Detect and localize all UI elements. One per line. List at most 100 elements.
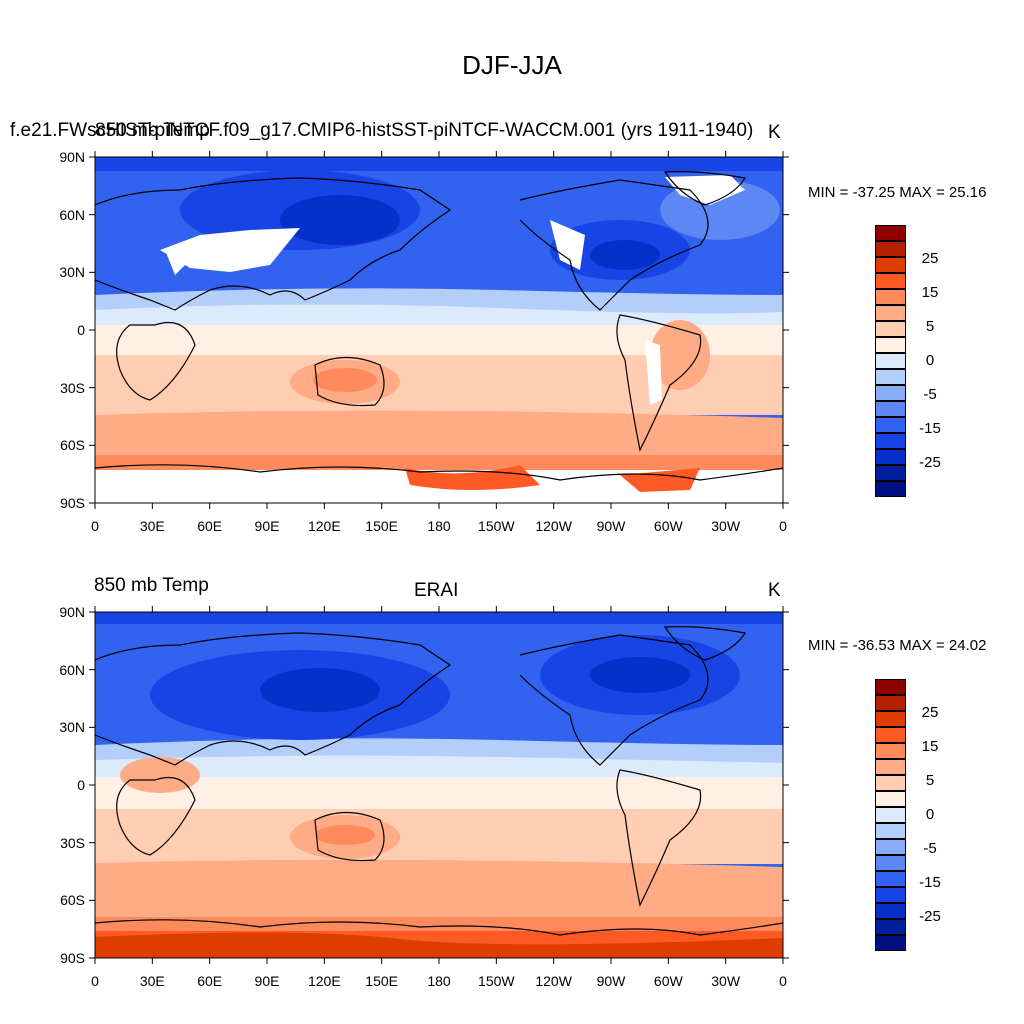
colorbar-label: 0 — [925, 806, 935, 823]
colorbar-swatch — [875, 321, 906, 337]
colorbar-swatch — [875, 225, 906, 241]
lon-tick-label: 90W — [596, 973, 626, 989]
panel2-units: K — [768, 580, 781, 601]
colorbar-label: -5 — [923, 386, 937, 403]
colorbar-label: 0 — [925, 352, 935, 369]
colorbar-swatch — [875, 743, 906, 759]
lon-tick-label: 150W — [478, 973, 515, 989]
colorbar-swatch — [875, 887, 906, 903]
panel1-map — [89, 151, 789, 509]
lon-tick-label: 0 — [779, 973, 787, 989]
colorbar-label: -15 — [919, 874, 941, 891]
lat-tick-label: 30N — [59, 719, 85, 736]
lat-tick-label: 90N — [59, 149, 85, 165]
colorbar-swatch — [875, 807, 906, 823]
colorbar-swatch — [875, 337, 906, 353]
figure-title: DJF-JJA — [462, 50, 562, 80]
colorbar-label: 25 — [921, 704, 939, 721]
colorbar-swatch — [875, 919, 906, 935]
colorbar-swatch — [875, 433, 906, 449]
panel1-coastlines — [95, 171, 783, 481]
colorbar-label: -5 — [923, 840, 937, 857]
colorbar-swatch — [875, 241, 906, 257]
colorbar-swatch — [875, 935, 906, 951]
colorbar-swatch — [875, 839, 906, 855]
lon-tick-label: 120W — [535, 518, 572, 534]
lon-tick-label: 120E — [307, 973, 341, 989]
panel1-ticks — [89, 151, 789, 509]
colorbar-swatch — [875, 871, 906, 887]
lon-tick-label: 90W — [596, 518, 626, 534]
colorbar-label: -15 — [919, 420, 941, 437]
colorbar-label: 25 — [921, 250, 939, 267]
colorbar-label: -25 — [919, 908, 941, 925]
colorbar-swatch — [875, 449, 906, 465]
colorbar-label: 15 — [921, 738, 939, 755]
colorbar-swatch — [875, 257, 906, 273]
lon-tick-label: 120E — [307, 518, 341, 534]
panel2-left-title: 850 mb Temp — [94, 575, 209, 596]
lon-tick-label: 0 — [779, 518, 787, 534]
lon-tick-label: 30W — [711, 518, 741, 534]
panel2-ticks — [89, 606, 789, 964]
colorbar-swatch — [875, 481, 906, 497]
lat-tick-label: 90S — [60, 495, 85, 511]
colorbar-swatch — [875, 417, 906, 433]
lon-tick-label: 150W — [478, 518, 515, 534]
lon-tick-label: 60W — [653, 973, 683, 989]
lon-tick-label: 30W — [711, 973, 741, 989]
colorbar-swatch — [875, 401, 906, 417]
panel2-coastlines — [95, 626, 783, 936]
colorbar-swatch — [875, 273, 906, 289]
colorbar-swatch — [875, 465, 906, 481]
lat-tick-label: 90S — [60, 950, 85, 966]
colorbar-swatch — [875, 711, 906, 727]
lon-tick-label: 60E — [197, 518, 223, 534]
panel2-center-title: ERAI — [414, 580, 459, 601]
lat-tick-label: 90N — [59, 604, 85, 620]
colorbar-label: 5 — [925, 772, 935, 789]
panel1-contour-field — [95, 157, 783, 503]
lat-tick-label: 60N — [59, 661, 85, 678]
panel1-units: K — [768, 122, 781, 143]
panel2-map — [89, 606, 789, 964]
colorbar-swatch — [875, 855, 906, 871]
lon-tick-label: 30E — [139, 973, 165, 989]
colorbar-swatch — [875, 305, 906, 321]
colorbar-swatch — [875, 775, 906, 791]
lon-tick-label: 150E — [365, 518, 398, 534]
lat-tick-label: 60S — [60, 437, 85, 454]
lon-tick-label: 0 — [91, 518, 99, 534]
colorbar-swatch — [875, 385, 906, 401]
lat-tick-label: 30S — [60, 379, 85, 396]
lon-tick-label: 30E — [139, 518, 165, 534]
lat-tick-label: 60N — [59, 206, 85, 223]
lat-tick-label: 60S — [60, 892, 85, 909]
lon-tick-label: 60W — [653, 518, 683, 534]
lat-tick-label: 0 — [77, 322, 85, 338]
colorbar-swatch — [875, 791, 906, 807]
colorbar-label: 15 — [921, 284, 939, 301]
colorbar-swatch — [875, 727, 906, 743]
colorbar-label: 5 — [925, 318, 935, 335]
panel2-min-max: MIN = -36.53 MAX = 24.02 — [808, 637, 987, 654]
lon-tick-label: 120W — [535, 973, 572, 989]
colorbar-label: -25 — [919, 454, 941, 471]
colorbar-swatch — [875, 903, 906, 919]
lon-tick-label: 0 — [91, 973, 99, 989]
lat-tick-label: 30N — [59, 264, 85, 281]
colorbar-swatch — [875, 759, 906, 775]
lon-tick-label: 180 — [427, 518, 451, 534]
panel1-min-max: MIN = -37.25 MAX = 25.16 — [808, 184, 987, 201]
panel1-left-title: 850 mb Temp — [95, 120, 210, 141]
lon-tick-label: 90E — [254, 518, 280, 534]
colorbar-swatch — [875, 289, 906, 305]
colorbar-swatch — [875, 695, 906, 711]
lon-tick-label: 150E — [365, 973, 398, 989]
lat-tick-label: 0 — [77, 777, 85, 793]
lon-tick-label: 180 — [427, 973, 451, 989]
panel2-contour-field — [95, 612, 783, 958]
lat-tick-label: 30S — [60, 834, 85, 851]
panel1-center-title: f.e21.FWscHIST-piNTCF.f09_g17.CMIP6-hist… — [10, 120, 754, 141]
colorbar-swatch — [875, 679, 906, 695]
